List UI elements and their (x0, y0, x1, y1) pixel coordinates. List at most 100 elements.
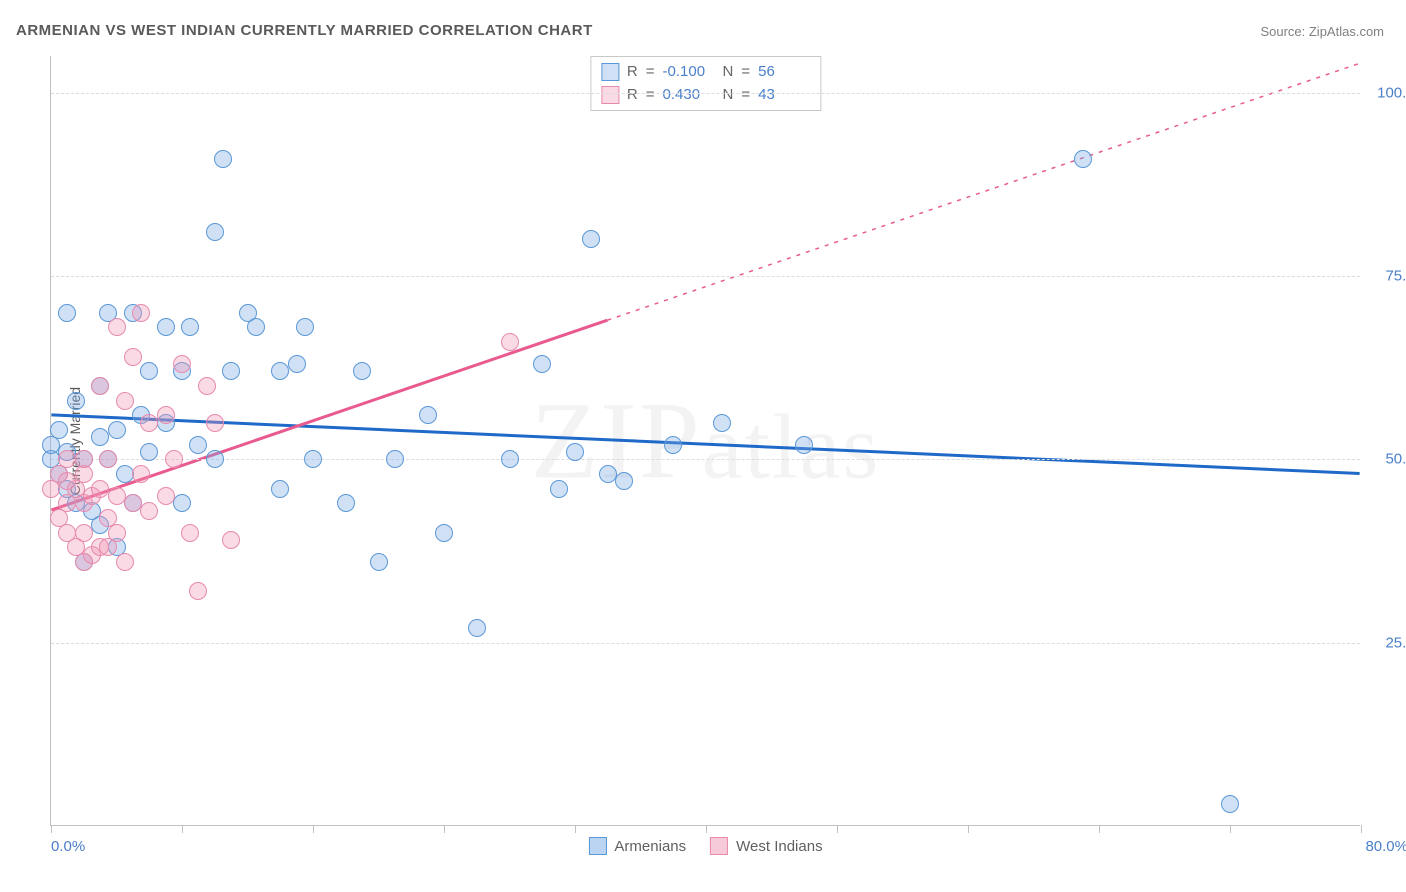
data-point (198, 377, 216, 395)
data-point (108, 524, 126, 542)
data-point (468, 619, 486, 637)
data-point (116, 392, 134, 410)
x-tick (51, 825, 52, 833)
data-point (222, 362, 240, 380)
data-point (304, 450, 322, 468)
data-point (1074, 150, 1092, 168)
data-point (296, 318, 314, 336)
data-point (206, 414, 224, 432)
data-point (435, 524, 453, 542)
data-point (132, 465, 150, 483)
data-point (108, 421, 126, 439)
data-point (247, 318, 265, 336)
data-point (501, 450, 519, 468)
data-point (1221, 795, 1239, 813)
y-tick-label: 100.0% (1368, 84, 1406, 101)
data-point (582, 230, 600, 248)
legend-r-label: R (627, 84, 638, 107)
data-point (140, 414, 158, 432)
x-tick (444, 825, 445, 833)
x-tick (575, 825, 576, 833)
data-point (91, 480, 109, 498)
data-point (75, 524, 93, 542)
legend-bottom-swatch-2 (710, 837, 728, 855)
data-point (140, 443, 158, 461)
data-point (75, 450, 93, 468)
legend-r-value-2: 0.430 (663, 84, 715, 107)
data-point (419, 406, 437, 424)
x-axis-max-label: 80.0% (1365, 838, 1406, 855)
legend-n-value-2: 43 (758, 84, 810, 107)
chart-source: Source: ZipAtlas.com (1260, 24, 1384, 39)
data-point (124, 494, 142, 512)
chart-title: ARMENIAN VS WEST INDIAN CURRENTLY MARRIE… (16, 22, 593, 39)
legend-bottom: Armenians West Indians (588, 837, 822, 855)
x-axis-min-label: 0.0% (51, 838, 85, 855)
gridline (51, 459, 1360, 460)
data-point (173, 355, 191, 373)
data-point (50, 421, 68, 439)
x-tick (837, 825, 838, 833)
x-tick (1361, 825, 1362, 833)
legend-n-label: N (723, 61, 734, 84)
legend-bottom-label-2: West Indians (736, 838, 822, 855)
equals-sign: = (646, 84, 655, 107)
data-point (91, 428, 109, 446)
chart-area: Currently Married ZIPatlas R = -0.100 N … (50, 56, 1360, 826)
legend-r-value-1: -0.100 (663, 61, 715, 84)
data-point (181, 524, 199, 542)
legend-top: R = -0.100 N = 56 R = 0.430 N = 43 (590, 56, 821, 111)
legend-r-label: R (627, 61, 638, 84)
data-point (271, 362, 289, 380)
data-point (116, 465, 134, 483)
data-point (337, 494, 355, 512)
gridline (51, 276, 1360, 277)
data-point (58, 304, 76, 322)
legend-n-label: N (723, 84, 734, 107)
data-point (599, 465, 617, 483)
equals-sign: = (741, 61, 750, 84)
data-point (157, 487, 175, 505)
data-point (206, 450, 224, 468)
data-point (550, 480, 568, 498)
data-point (124, 348, 142, 366)
data-point (173, 494, 191, 512)
data-point (222, 531, 240, 549)
data-point (140, 362, 158, 380)
x-tick (968, 825, 969, 833)
data-point (288, 355, 306, 373)
equals-sign: = (646, 61, 655, 84)
x-tick (313, 825, 314, 833)
gridline (51, 643, 1360, 644)
data-point (386, 450, 404, 468)
legend-row-series-2: R = 0.430 N = 43 (601, 84, 810, 107)
data-point (157, 406, 175, 424)
watermark: ZIPatlas (531, 377, 881, 504)
data-point (108, 487, 126, 505)
data-point (108, 318, 126, 336)
data-point (501, 333, 519, 351)
data-point (664, 436, 682, 454)
data-point (533, 355, 551, 373)
data-point (566, 443, 584, 461)
legend-bottom-item-2: West Indians (710, 837, 822, 855)
x-tick (1230, 825, 1231, 833)
legend-bottom-swatch-1 (588, 837, 606, 855)
x-tick (1099, 825, 1100, 833)
legend-row-series-1: R = -0.100 N = 56 (601, 61, 810, 84)
y-tick-label: 50.0% (1368, 451, 1406, 468)
data-point (165, 450, 183, 468)
y-tick-label: 25.0% (1368, 634, 1406, 651)
data-point (132, 304, 150, 322)
data-point (91, 377, 109, 395)
data-point (615, 472, 633, 490)
data-point (795, 436, 813, 454)
data-point (140, 502, 158, 520)
data-point (353, 362, 371, 380)
data-point (713, 414, 731, 432)
legend-bottom-label-1: Armenians (614, 838, 686, 855)
data-point (271, 480, 289, 498)
data-point (67, 392, 85, 410)
data-point (58, 450, 76, 468)
data-point (189, 436, 207, 454)
